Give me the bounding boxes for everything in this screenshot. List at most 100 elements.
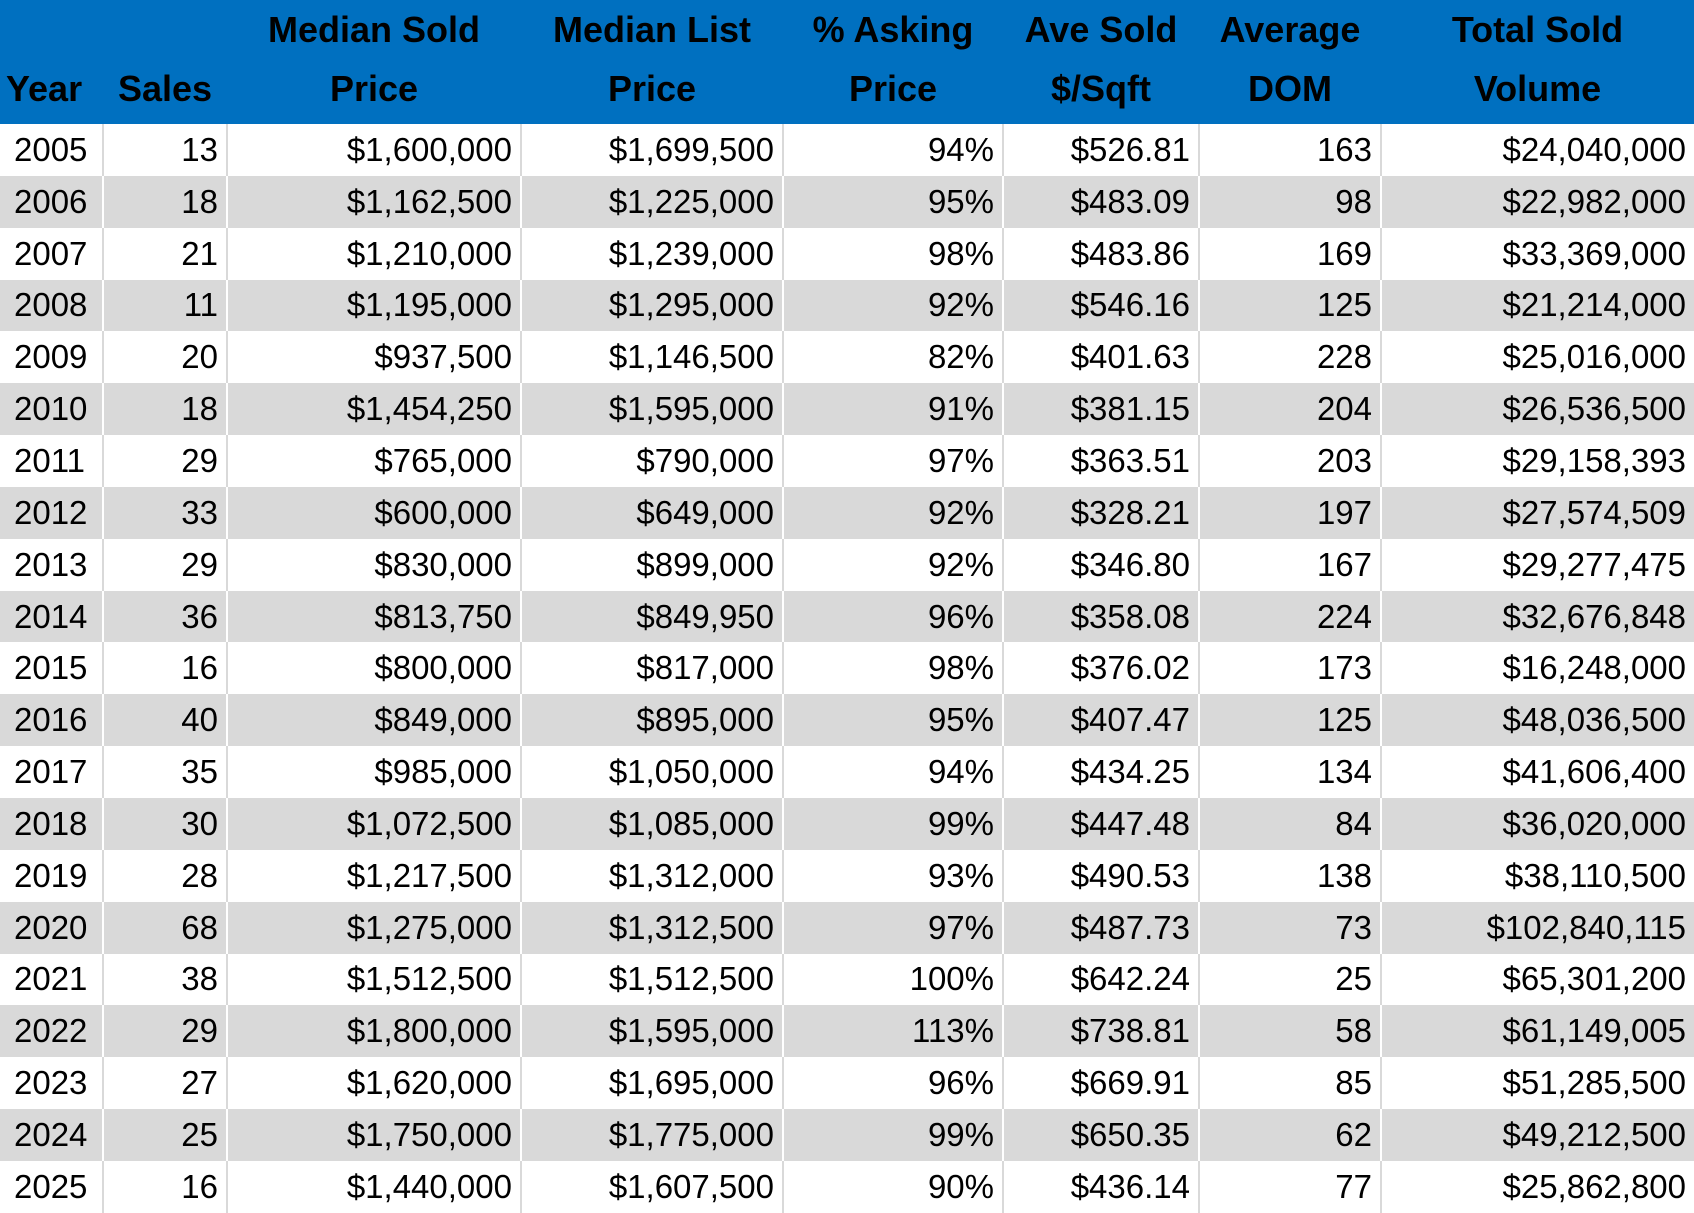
table-cell: 97%	[783, 901, 1004, 954]
table-cell: 95%	[783, 175, 1004, 228]
table-cell: $65,301,200	[1502, 960, 1686, 998]
table-cell: 99%	[783, 1109, 1004, 1161]
table-cell: 16	[103, 1160, 228, 1213]
header-text: DOM	[1248, 68, 1332, 109]
table-cell: $800,000	[227, 642, 522, 695]
header-text: Average	[1219, 9, 1361, 50]
table-cell: 94%	[783, 746, 1004, 798]
table-cell: $29,158,393	[1502, 441, 1686, 479]
table-cell: $1,695,000	[521, 1057, 784, 1110]
table-row: 2021 38 $1,512,500 $1,512,500 100% $642.24 25 $…	[0, 953, 1694, 1006]
table-cell: 21	[103, 227, 228, 280]
table-cell: $1,275,000	[227, 901, 522, 954]
table-cell: 96%	[783, 590, 1004, 643]
table-row: 2013 29 $830,000 $899,000 92% $346.80 167 $29,2…	[0, 538, 1694, 591]
table-cell: $526.81	[1003, 124, 1200, 176]
table-cell: 125	[1199, 694, 1382, 747]
table-cell: $1,512,500	[521, 953, 784, 1006]
table-cell: 2021	[0, 953, 104, 1006]
table-cell: $1,146,500	[521, 331, 784, 384]
table-cell: 2010	[0, 383, 104, 436]
table-cell: 68	[103, 901, 228, 954]
table-cell: 28	[103, 849, 228, 902]
header-text: Price	[848, 68, 938, 109]
table-row: 2025 16 $1,440,000 $1,607,500 90% $436.14 77 $2…	[0, 1160, 1694, 1213]
table-cell: $24,040,000	[1502, 130, 1686, 168]
table-row: 2014 36 $813,750 $849,950 96% $358.08 224 $32,6…	[0, 590, 1694, 643]
table-cell: $48,036,500	[1381, 694, 1694, 747]
table-cell: $1,800,000	[227, 1005, 522, 1058]
table-cell: 100%	[783, 953, 1004, 1006]
header-cell: Total Sold Volume	[1381, 0, 1694, 124]
table-cell: $669.91	[1003, 1057, 1200, 1110]
table-row: 2024 25 $1,750,000 $1,775,000 99% $650.35 62 $4…	[0, 1109, 1694, 1161]
table-cell: $642.24	[1003, 953, 1200, 1006]
table-cell: $1,312,500	[521, 901, 784, 954]
table-cell: $1,085,000	[521, 797, 784, 850]
table-cell: 2017	[0, 746, 104, 798]
header-text: $/Sqft	[1050, 68, 1151, 109]
table-cell: 125	[1199, 279, 1382, 332]
table-cell: 73	[1199, 901, 1382, 954]
table-cell: 134	[1199, 746, 1382, 798]
table-cell: $1,600,000	[227, 124, 522, 176]
table-cell: $738.81	[1003, 1005, 1200, 1058]
table-row: 2018 30 $1,072,500 $1,085,000 99% $447.48 84 $3…	[0, 797, 1694, 850]
table-cell: $899,000	[521, 538, 784, 591]
table-cell: 2013	[0, 538, 104, 591]
table-cell: $1,595,000	[521, 383, 784, 436]
table-cell: 16	[103, 642, 228, 695]
table-cell: 2007	[0, 227, 104, 280]
table-cell: 2023	[0, 1057, 104, 1110]
table-cell: 204	[1199, 383, 1382, 436]
table-cell: 224	[1199, 590, 1382, 643]
table-cell: 99%	[783, 797, 1004, 850]
table-cell: 40	[103, 694, 228, 747]
table-cell: 94%	[783, 124, 1004, 176]
table-cell: 96%	[783, 1057, 1004, 1110]
table-cell: 29	[103, 435, 228, 487]
table-cell: $650.35	[1003, 1109, 1200, 1161]
table-cell: $1,454,250	[227, 383, 522, 436]
table-cell: $407.47	[1003, 694, 1200, 747]
table-row: 2023 27 $1,620,000 $1,695,000 96% $669.91 85 $5…	[0, 1057, 1694, 1110]
table-cell: $849,000	[227, 694, 522, 747]
table-row: 2015 16 $800,000 $817,000 98% $376.02 173 $16,2…	[0, 642, 1694, 695]
table-cell: 2019	[0, 849, 104, 902]
table-cell: $813,750	[227, 590, 522, 643]
table-cell: 173	[1199, 642, 1382, 695]
table-cell: 38	[103, 953, 228, 1006]
table-cell: 2015	[0, 642, 104, 695]
table-cell: $849,950	[521, 590, 784, 643]
table-cell: 84	[1199, 797, 1382, 850]
table-cell: $401.63	[1003, 331, 1200, 384]
table-cell: 18	[103, 175, 228, 228]
table-row: 2019 28 $1,217,500 $1,312,000 93% $490.53 138 $…	[0, 849, 1694, 902]
table-cell: 2025	[0, 1160, 104, 1213]
table-cell: $363.51	[1003, 435, 1200, 487]
table-cell: 113%	[783, 1005, 1004, 1058]
table-cell: 2024	[0, 1109, 104, 1161]
table-body: 2005 13 $1,600,000 $1,699,500 94% $526.81 163 $…	[0, 124, 1694, 1213]
table-cell: 2020	[0, 901, 104, 954]
table-cell: 18	[103, 383, 228, 436]
table-cell: $1,775,000	[521, 1109, 784, 1161]
table-cell: 58	[1199, 1005, 1382, 1058]
header-text: Volume	[1473, 68, 1602, 109]
header-cell: Median Sold Price	[227, 0, 521, 124]
table-cell: 25	[1199, 953, 1382, 1006]
table-cell: $1,750,000	[227, 1109, 522, 1161]
table-cell: 92%	[783, 279, 1004, 332]
table-cell: $33,369,000	[1502, 234, 1686, 272]
table-cell: 82%	[783, 331, 1004, 384]
header-cell: Year	[0, 0, 103, 124]
table-cell: 98%	[783, 227, 1004, 280]
table-cell: $346.80	[1003, 538, 1200, 591]
table-cell: $1,312,000	[521, 849, 784, 902]
table-cell: 2011	[0, 435, 104, 487]
table-cell: $376.02	[1003, 642, 1200, 695]
header-text: Sales	[117, 68, 213, 109]
table-cell: $1,239,000	[521, 227, 784, 280]
table-cell: $27,574,509	[1381, 486, 1694, 539]
table-cell: $434.25	[1003, 746, 1200, 798]
